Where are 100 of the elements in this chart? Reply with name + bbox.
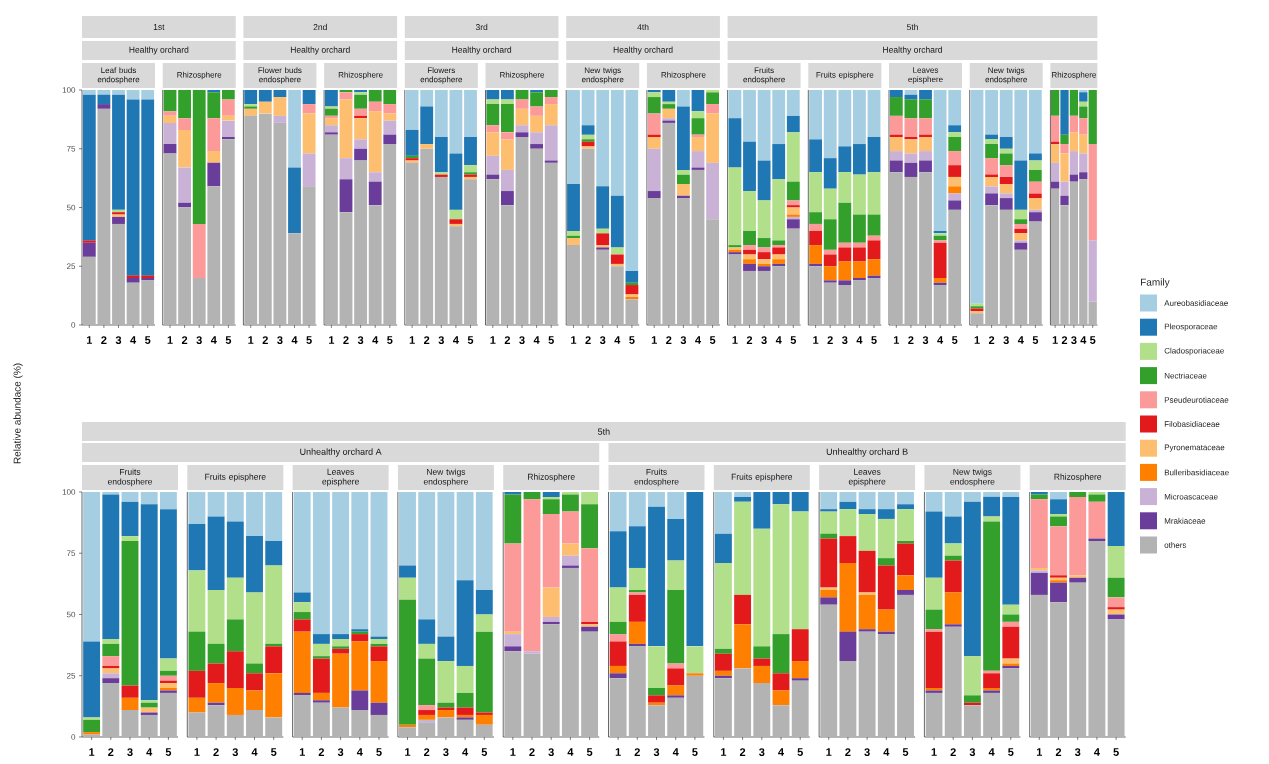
bar xyxy=(418,658,436,706)
y-tick-label: 0 xyxy=(71,322,76,328)
x-tick-label: 3 xyxy=(1003,336,1009,344)
bar xyxy=(925,492,943,512)
bar xyxy=(121,697,139,711)
bar xyxy=(743,231,756,246)
bar xyxy=(121,492,139,502)
bar xyxy=(226,619,244,652)
bar xyxy=(1069,575,1087,578)
bar xyxy=(464,165,477,173)
bar xyxy=(244,115,258,325)
bar xyxy=(1060,90,1069,135)
bar xyxy=(714,678,732,737)
bar xyxy=(743,141,756,192)
bar xyxy=(163,153,177,325)
bar xyxy=(418,714,436,720)
bar xyxy=(504,494,522,544)
bar xyxy=(743,259,756,264)
bar xyxy=(820,492,838,510)
bar xyxy=(82,240,96,243)
bar xyxy=(581,492,599,505)
bar xyxy=(757,259,771,264)
bar xyxy=(226,688,244,715)
bar xyxy=(324,132,338,135)
bar xyxy=(1002,492,1020,497)
bar xyxy=(999,193,1013,199)
x-tick-label: 2 xyxy=(845,748,851,756)
bar xyxy=(456,492,474,581)
bar xyxy=(858,514,876,551)
bar xyxy=(530,92,544,107)
x-tick-label: 1 xyxy=(615,748,621,756)
bar xyxy=(486,104,500,126)
chart-title: Rhizosphere xyxy=(177,71,222,80)
x-tick-label: 5 xyxy=(306,336,312,344)
bar xyxy=(944,543,962,556)
x-tick-label: 4 xyxy=(462,748,469,756)
bar xyxy=(288,233,301,325)
bar xyxy=(728,254,742,325)
bar xyxy=(332,653,350,708)
bar xyxy=(983,692,1001,737)
x-tick-label: 1 xyxy=(167,336,173,344)
bar xyxy=(383,134,397,145)
bar xyxy=(786,90,800,116)
x-tick-label: 4 xyxy=(614,336,621,344)
bar xyxy=(753,658,771,666)
bar xyxy=(904,90,918,95)
bar xyxy=(596,233,610,246)
bar xyxy=(1107,492,1125,546)
bar xyxy=(919,90,932,100)
legend-label: others xyxy=(1164,542,1187,548)
bar xyxy=(140,504,158,701)
x-tick-label: 3 xyxy=(969,748,976,757)
bar xyxy=(544,97,558,105)
bar xyxy=(791,492,809,512)
bar xyxy=(567,238,580,246)
bar xyxy=(312,702,330,737)
x-tick-label: 1 xyxy=(89,748,95,756)
legend-label: Microascaceae xyxy=(1164,493,1218,500)
bar xyxy=(1107,614,1125,620)
bar xyxy=(610,247,624,255)
text: Healthy orchard xyxy=(452,46,512,55)
bar xyxy=(625,270,639,283)
bar xyxy=(246,536,263,593)
x-tick-label: 1 xyxy=(732,336,738,344)
bar xyxy=(858,592,876,595)
bar xyxy=(897,590,914,595)
bar xyxy=(728,118,742,168)
bar xyxy=(858,631,876,737)
bar xyxy=(743,254,756,260)
x-tick-label: 3 xyxy=(519,336,525,344)
text: Unhealthy orchard B xyxy=(826,448,908,457)
bar xyxy=(628,621,646,644)
bar xyxy=(786,228,800,325)
bar xyxy=(332,492,350,635)
bar xyxy=(399,492,416,566)
bar xyxy=(244,108,258,116)
bar xyxy=(449,209,463,220)
bar xyxy=(515,99,529,109)
bar xyxy=(596,186,610,229)
bar xyxy=(897,594,914,737)
legend-label: Pyronemataceae xyxy=(1164,444,1225,452)
bar xyxy=(648,688,665,696)
bar xyxy=(728,167,742,246)
bar xyxy=(163,90,177,112)
chart-title: Flower buds endosphere xyxy=(258,67,302,84)
bar xyxy=(542,514,560,588)
bar xyxy=(246,592,263,664)
bar xyxy=(456,665,474,693)
bar xyxy=(985,205,999,325)
x-tick-label: 3 xyxy=(127,748,133,757)
bar xyxy=(999,183,1013,194)
bar xyxy=(523,653,541,737)
chart-title: Rhizosphere xyxy=(338,71,383,80)
chart-title: Fruits endosphere xyxy=(634,468,679,487)
bar xyxy=(83,641,101,718)
bar xyxy=(791,680,809,737)
bar xyxy=(312,700,330,703)
bar xyxy=(686,673,704,676)
bar xyxy=(456,692,474,708)
bar xyxy=(691,90,705,112)
